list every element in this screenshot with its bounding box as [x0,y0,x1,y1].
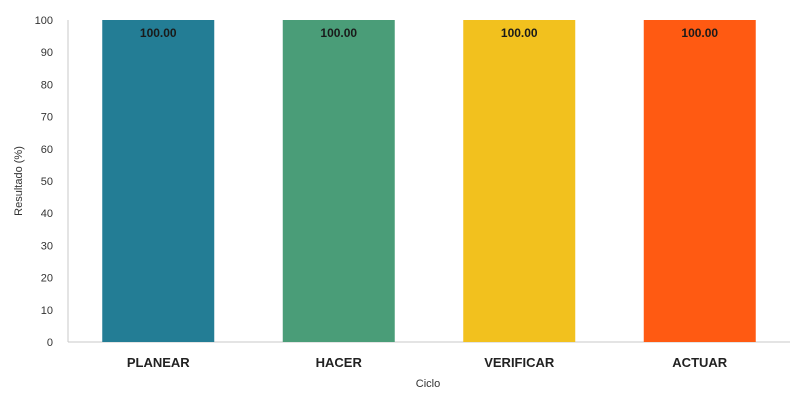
bars [102,20,756,342]
y-tick-label: 60 [41,144,53,156]
y-tick-label: 40 [41,208,53,220]
data-labels: 100.00 100.00 100.00 100.00 [140,26,719,40]
y-tick-label: 10 [41,305,53,317]
y-tick-label: 90 [41,47,53,59]
bar-hacer [282,20,395,342]
bar-planear [102,20,215,342]
bar-actuar [643,20,756,342]
y-axis-title: Resultado (%) [13,146,25,216]
x-axis-title: Ciclo [416,378,440,390]
y-tick-label: 20 [41,273,53,285]
data-label: 100.00 [501,26,538,40]
data-label: 100.00 [320,26,357,40]
x-tick-label: VERIFICAR [484,355,555,370]
y-tick-label: 0 [47,337,53,349]
data-label: 100.00 [140,26,177,40]
data-label: 100.00 [681,26,718,40]
y-tick-label: 50 [41,176,53,188]
bar-verificar [463,20,576,342]
x-tick-label: PLANEAR [127,355,190,370]
y-tick-label: 100 [35,15,53,27]
y-tick-label: 80 [41,79,53,91]
y-tick-label: 30 [41,240,53,252]
category-labels: PLANEAR HACER VERIFICAR ACTUAR [127,355,728,370]
x-tick-label: HACER [316,355,363,370]
x-tick-label: ACTUAR [672,355,727,370]
y-tick-labels: 0 10 20 30 40 50 60 70 80 90 100 [35,15,53,349]
y-tick-label: 70 [41,112,53,124]
